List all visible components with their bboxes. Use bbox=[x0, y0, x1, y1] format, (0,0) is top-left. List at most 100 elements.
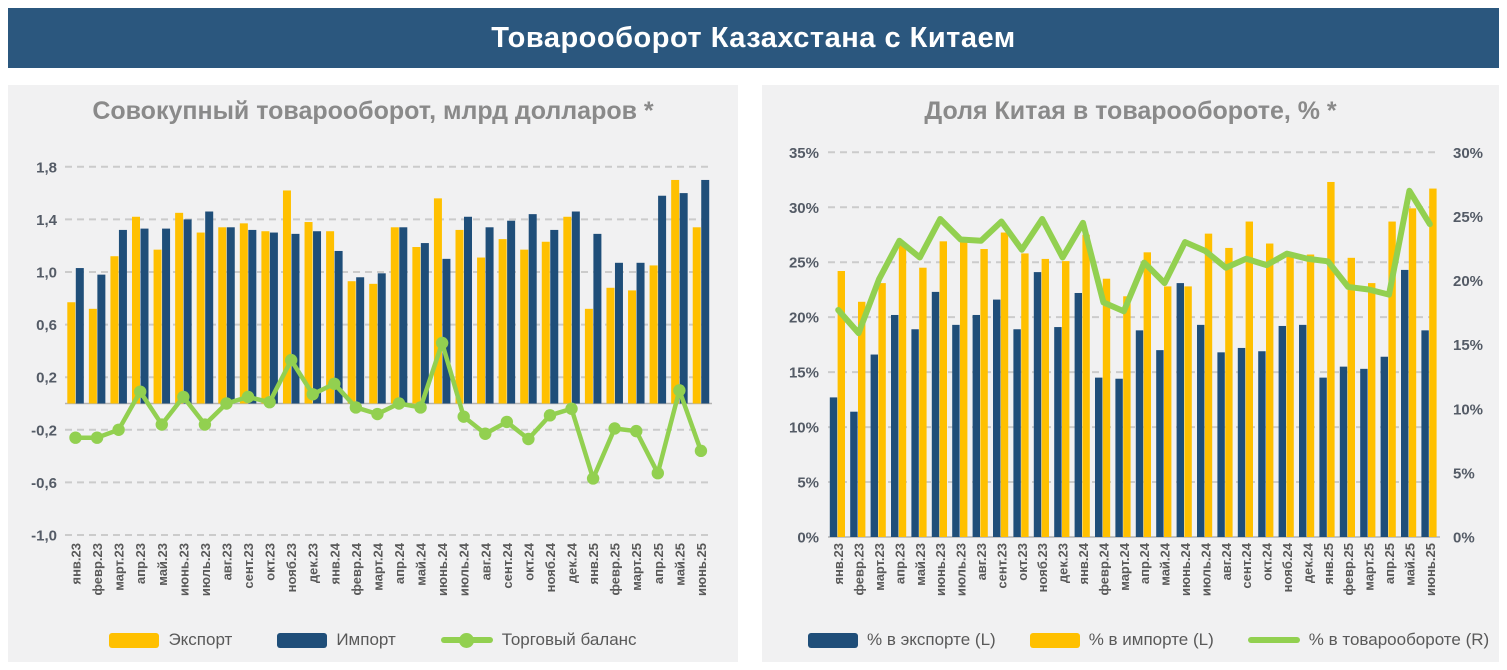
x-tick-label: янв.25 bbox=[1321, 543, 1336, 585]
bar-import bbox=[97, 274, 106, 404]
export-share-bars bbox=[829, 269, 1429, 537]
bar-export-share bbox=[1033, 272, 1042, 537]
x-tick-label: май.23 bbox=[155, 543, 170, 586]
turnover-chart-title: Совокупный товарооборот, млрд долларов * bbox=[92, 97, 654, 125]
x-tick-label: март.24 bbox=[370, 542, 385, 591]
turnover-gridlines bbox=[65, 165, 712, 536]
x-tick-label: июнь.25 bbox=[1423, 543, 1438, 596]
x-tick-label: июль.24 bbox=[457, 542, 472, 596]
bar-export bbox=[692, 227, 701, 404]
balance-point bbox=[435, 336, 449, 350]
x-tick-label: авг.24 bbox=[1219, 542, 1234, 580]
x-tick-label: февр.24 bbox=[349, 542, 364, 595]
turnover-legend: Экспорт Импорт Торговый баланс bbox=[8, 630, 738, 650]
balance-point bbox=[565, 402, 578, 415]
x-tick-label: май.25 bbox=[1402, 543, 1417, 586]
bar-import-share bbox=[1429, 188, 1437, 537]
x-tick-label: нояб.24 bbox=[543, 542, 558, 592]
x-tick-label: окт.23 bbox=[1015, 543, 1030, 581]
share-x-axis: янв.23 февр.23 март.23 апр.23 май.23 июнь.23 и… bbox=[831, 542, 1438, 596]
bar-import bbox=[162, 228, 171, 404]
bar-import-share bbox=[1164, 286, 1172, 537]
balance-line-swatch bbox=[440, 632, 493, 648]
turnover-chart: 1,8 1,4 1,0 0,6 0,2 -0,2 -0,6 -1,0 янв.23 февр.23… bbox=[31, 159, 712, 596]
bar-import-share bbox=[1184, 286, 1192, 537]
bar-export-share bbox=[1237, 347, 1246, 537]
title-banner: Товарооборот Казахстана с Китаем bbox=[8, 8, 1499, 68]
x-tick-label: февр.25 bbox=[1341, 543, 1356, 595]
legend-item-turnover-share: % в товарообороте (R) bbox=[1247, 630, 1489, 650]
x-tick-label: нояб.23 bbox=[1035, 543, 1050, 592]
bar-export bbox=[628, 290, 637, 404]
bar-export-share bbox=[1380, 356, 1388, 537]
x-tick-label: окт.24 bbox=[1260, 542, 1275, 581]
bar-export bbox=[584, 308, 593, 404]
balance-point bbox=[241, 390, 255, 404]
bar-import bbox=[679, 193, 688, 404]
bar-export-share bbox=[850, 411, 858, 537]
x-tick-label: июнь.23 bbox=[176, 543, 191, 596]
balance-point bbox=[522, 432, 535, 446]
legend-item-export: Экспорт bbox=[109, 630, 232, 650]
balance-point bbox=[134, 385, 147, 398]
y-tick-label: 1,0 bbox=[36, 265, 57, 282]
balance-point bbox=[479, 427, 492, 440]
right-tick-label: 25% bbox=[1453, 209, 1483, 226]
balance-point bbox=[673, 384, 686, 397]
x-tick-label: март.24 bbox=[1117, 542, 1132, 591]
export-share-swatch bbox=[808, 632, 858, 648]
turnover-x-axis: янв.23 февр.23 март.23 апр.23 май.23 июнь.23 и… bbox=[69, 542, 709, 596]
x-tick-label: дек.23 bbox=[306, 543, 321, 583]
y-tick-label: -1,0 bbox=[31, 528, 57, 545]
balance-point bbox=[263, 395, 276, 409]
bar-import bbox=[507, 220, 516, 404]
bar-import bbox=[550, 229, 559, 404]
export-swatch bbox=[109, 632, 160, 648]
bar-export-share bbox=[1135, 330, 1144, 537]
balance-point bbox=[694, 444, 708, 458]
bar-export-share bbox=[1278, 325, 1286, 537]
bar-import bbox=[442, 258, 451, 404]
bar-export bbox=[520, 249, 529, 404]
x-tick-label: дек.24 bbox=[565, 542, 580, 583]
china-share-legend: % в экспорте (L) % в импорте (L) % в тов… bbox=[762, 630, 1499, 650]
bar-import bbox=[356, 277, 365, 404]
left-tick-label: 25% bbox=[789, 255, 819, 272]
x-tick-label: февр.23 bbox=[90, 543, 105, 595]
bar-export-share bbox=[870, 354, 878, 537]
bar-import-share bbox=[960, 238, 968, 537]
bar-import bbox=[248, 229, 257, 404]
bar-import bbox=[420, 243, 429, 404]
bar-import-share bbox=[1347, 257, 1355, 537]
bar-export-share bbox=[931, 291, 940, 537]
import-share-bars bbox=[837, 181, 1437, 538]
legend-label-export-share: % в экспорте (L) bbox=[867, 630, 996, 649]
bar-export bbox=[110, 256, 119, 404]
bar-export bbox=[433, 198, 442, 404]
bar-import-share bbox=[1266, 243, 1274, 537]
bar-export bbox=[369, 283, 378, 404]
legend-label-export: Экспорт bbox=[168, 630, 233, 649]
y-tick-label: -0,6 bbox=[31, 475, 57, 492]
x-tick-label: сент.23 bbox=[241, 543, 256, 589]
right-tick-label: 5% bbox=[1453, 465, 1475, 482]
legend-label-import: Импорт bbox=[336, 630, 396, 649]
x-tick-label: авг.23 bbox=[974, 543, 989, 580]
bar-import bbox=[614, 262, 623, 404]
bar-import-share bbox=[1041, 258, 1049, 537]
bar-export bbox=[390, 227, 399, 404]
bar-import-share bbox=[878, 283, 886, 537]
bar-import-share bbox=[919, 267, 927, 537]
share-gridlines bbox=[828, 151, 1440, 538]
x-tick-label: дек.24 bbox=[1300, 542, 1315, 583]
balance-point bbox=[220, 397, 233, 410]
y-tick-label: 1,8 bbox=[36, 159, 57, 176]
x-tick-label: июль.23 bbox=[198, 543, 213, 596]
bar-import bbox=[377, 273, 386, 404]
balance-marker-icon bbox=[458, 632, 474, 648]
share-left-axis: 35% 30% 25% 20% 15% 10% 5% 0% bbox=[789, 145, 819, 547]
bar-export bbox=[606, 287, 615, 404]
left-tick-label: 20% bbox=[789, 310, 819, 327]
balance-point bbox=[328, 377, 341, 390]
bar-import bbox=[118, 229, 127, 404]
